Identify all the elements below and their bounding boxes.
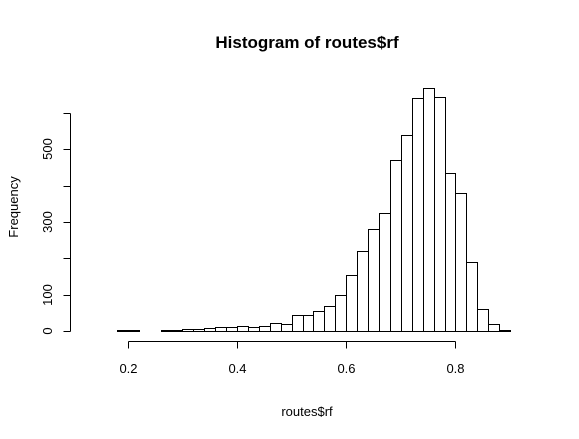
histogram-bar xyxy=(390,160,402,332)
histogram-bar xyxy=(324,306,336,332)
histogram-bar xyxy=(445,173,456,332)
histogram-bar xyxy=(204,328,216,332)
x-axis-label: routes$rf xyxy=(281,404,333,419)
histogram-bar xyxy=(499,330,511,332)
histogram-bar xyxy=(128,330,140,332)
histogram-bar xyxy=(455,193,467,332)
histogram-bar xyxy=(313,311,325,332)
histogram-bar xyxy=(412,98,424,332)
histogram-bar xyxy=(270,323,282,332)
y-axis: 0 100 300 500 xyxy=(40,113,71,335)
histogram-bar xyxy=(215,327,227,332)
histogram-bar xyxy=(248,327,260,332)
x-tick-label: 0.4 xyxy=(228,361,246,376)
y-tick-label: 100 xyxy=(40,284,55,306)
histogram-bar xyxy=(488,324,500,332)
y-tick-label: 0 xyxy=(40,327,55,334)
histogram-bar xyxy=(401,135,413,332)
y-axis-label: Frequency xyxy=(6,176,21,238)
histogram-bar xyxy=(477,309,489,332)
histogram-bars xyxy=(117,88,511,332)
histogram-bar xyxy=(434,97,446,332)
histogram-bar xyxy=(368,229,380,332)
histogram-bar xyxy=(182,329,194,332)
histogram-bar xyxy=(259,326,271,332)
histogram-bar xyxy=(346,275,358,332)
histogram-bar xyxy=(466,262,478,332)
histogram-bar xyxy=(161,330,172,332)
histogram-bar xyxy=(423,88,435,332)
histogram-bar xyxy=(193,329,205,332)
histogram-bar xyxy=(303,315,314,332)
y-tick-label: 300 xyxy=(40,211,55,233)
histogram-bar xyxy=(292,315,304,332)
histogram-bar xyxy=(171,330,183,332)
x-tick-label: 0.6 xyxy=(337,361,355,376)
histogram-bar xyxy=(335,295,347,332)
histogram-bar xyxy=(379,213,391,332)
histogram-bar xyxy=(226,327,238,332)
x-axis: 0.2 0.4 0.6 0.8 xyxy=(119,341,465,376)
x-tick-label: 0.2 xyxy=(119,361,137,376)
histogram-bar xyxy=(117,330,129,332)
histogram-bar xyxy=(281,324,293,332)
histogram-bar xyxy=(357,251,369,332)
x-tick-label: 0.8 xyxy=(446,361,464,376)
histogram-bar xyxy=(237,326,249,332)
chart-title: Histogram of routes$rf xyxy=(215,33,399,52)
y-tick-label: 500 xyxy=(40,138,55,160)
